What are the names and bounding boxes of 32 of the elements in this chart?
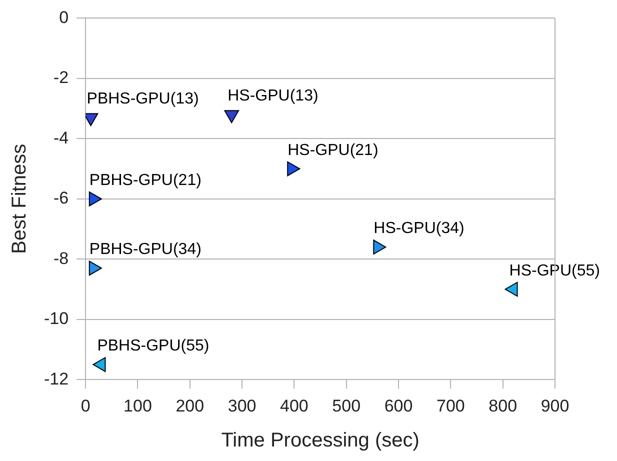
y-tick-label: -8 [53, 248, 69, 268]
x-tick-label: 300 [228, 396, 256, 416]
x-tick-label: 500 [332, 396, 361, 416]
point [224, 110, 240, 124]
point [88, 260, 102, 276]
x-tick-label: 200 [176, 396, 204, 416]
y-tick-label: -2 [53, 68, 69, 88]
y-axis-title: Best Fitness [8, 144, 31, 254]
annotation: HS-GPU(55) [509, 262, 600, 280]
annotation: HS-GPU(13) [228, 88, 318, 105]
x-tick-label: 900 [540, 396, 570, 416]
x-tick-label: 800 [488, 396, 518, 416]
annotation: HS-GPU(21) [288, 142, 378, 159]
x-tick-label: 400 [280, 396, 308, 416]
annotation: PBHS-GPU(34) [89, 241, 202, 258]
x-axis-title: Time Processing (sec) [221, 430, 420, 452]
y-tick-label: 0 [59, 8, 69, 27]
annotation: PBHS-GPU(55) [97, 338, 210, 355]
x-tick-label: 100 [124, 396, 152, 416]
x-tick-label: 700 [436, 396, 465, 416]
point [504, 282, 518, 297]
y-tick-label: -6 [53, 188, 69, 208]
x-tick-label: 0 [80, 396, 90, 416]
annotation: PBHS-GPU(13) [86, 90, 199, 108]
y-tick-label: -4 [53, 128, 69, 148]
point [88, 191, 102, 206]
annotation: HS-GPU(34) [374, 220, 464, 238]
y-tick-label: -10 [44, 309, 69, 328]
y-tick-label: -12 [44, 369, 69, 388]
point [86, 113, 98, 126]
x-tick-label: 600 [384, 396, 413, 416]
annotation: PBHS-GPU(21) [89, 172, 202, 189]
